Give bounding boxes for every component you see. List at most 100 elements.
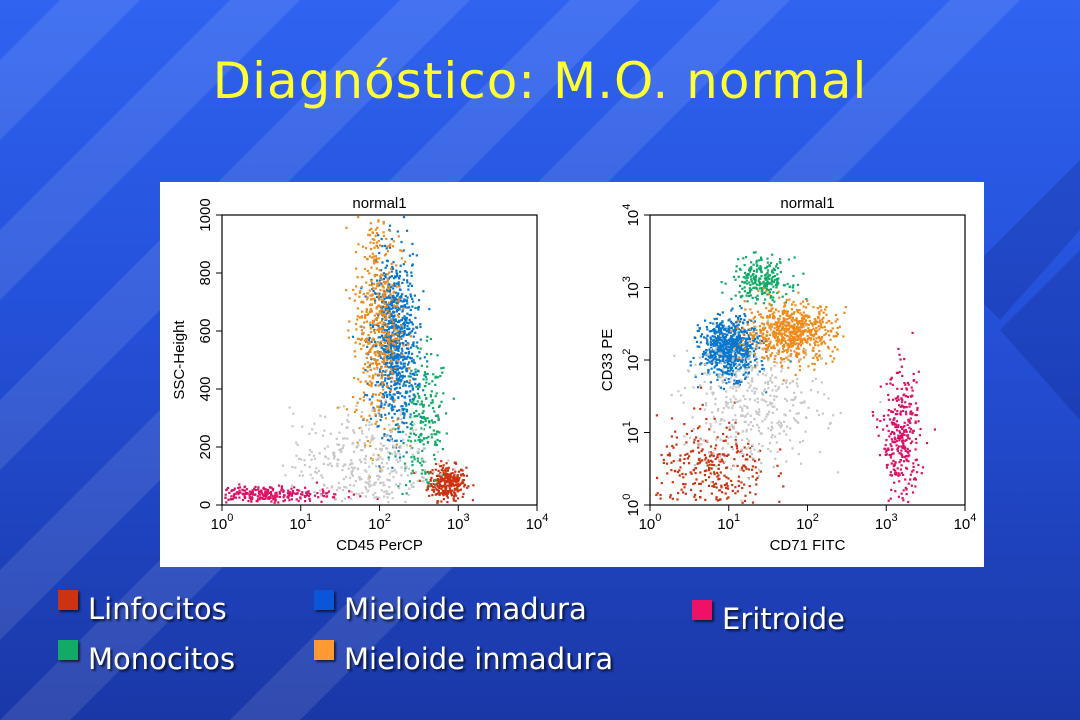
data-point — [397, 320, 400, 324]
data-point — [898, 430, 901, 433]
data-point — [356, 276, 359, 279]
data-point — [366, 361, 369, 364]
data-point — [280, 485, 284, 488]
data-point — [444, 482, 447, 485]
data-point — [382, 301, 385, 304]
data-point — [389, 397, 392, 400]
data-point — [413, 373, 416, 376]
data-point — [714, 457, 717, 461]
data-point — [737, 318, 740, 321]
data-point — [707, 484, 711, 487]
data-point — [889, 456, 892, 459]
data-point — [382, 374, 385, 377]
data-point — [722, 347, 725, 351]
data-point — [389, 288, 392, 291]
data-point — [745, 346, 748, 349]
data-point — [245, 488, 249, 491]
data-point — [763, 347, 766, 350]
data-point — [678, 458, 682, 461]
data-point — [358, 316, 361, 319]
data-point — [392, 315, 395, 318]
data-point — [360, 329, 363, 332]
data-point — [394, 423, 397, 426]
data-point — [707, 459, 710, 462]
data-point — [400, 324, 403, 327]
data-point — [907, 500, 910, 504]
data-point — [383, 427, 386, 430]
data-point — [769, 303, 772, 306]
data-point — [397, 365, 400, 368]
data-point — [295, 498, 298, 501]
data-point — [699, 482, 702, 485]
data-point — [370, 310, 373, 313]
data-point — [910, 386, 913, 389]
data-point — [747, 336, 751, 339]
data-point — [757, 279, 760, 282]
data-point — [415, 326, 418, 329]
data-point — [411, 373, 414, 376]
data-point — [770, 325, 773, 328]
data-point — [804, 329, 807, 332]
data-point — [341, 468, 344, 472]
data-point — [882, 428, 885, 431]
data-point — [737, 351, 741, 354]
data-point — [230, 495, 233, 498]
data-point — [403, 357, 406, 360]
data-point — [732, 356, 735, 359]
data-point — [408, 435, 411, 438]
data-point — [355, 492, 358, 495]
data-point — [371, 252, 374, 255]
data-point — [728, 340, 731, 343]
data-point — [412, 341, 415, 344]
data-point — [834, 335, 837, 338]
data-point — [366, 352, 369, 355]
data-point — [372, 255, 375, 258]
data-point — [812, 349, 815, 352]
data-point — [754, 277, 757, 280]
data-point — [395, 310, 398, 313]
data-point — [416, 355, 419, 358]
data-point — [744, 357, 747, 360]
data-point — [374, 481, 377, 484]
data-point — [897, 435, 900, 438]
data-point — [371, 294, 374, 297]
data-point — [459, 468, 463, 471]
data-point — [388, 224, 392, 227]
data-point — [744, 315, 747, 318]
data-point — [389, 276, 392, 279]
data-point — [725, 326, 728, 329]
data-point — [445, 480, 448, 483]
data-point — [374, 259, 378, 262]
data-point — [399, 264, 402, 267]
data-point — [389, 394, 392, 397]
data-point — [734, 356, 737, 360]
data-point — [728, 328, 731, 331]
data-point — [761, 420, 764, 423]
data-point — [395, 271, 398, 274]
data-point — [388, 439, 391, 442]
data-point — [409, 335, 412, 338]
data-point — [771, 405, 774, 408]
data-point — [405, 444, 408, 447]
data-point — [422, 389, 425, 392]
data-point — [735, 347, 738, 350]
data-point — [372, 287, 375, 290]
data-point — [872, 414, 875, 417]
data-point — [383, 344, 386, 347]
data-point — [371, 325, 375, 329]
data-point — [694, 493, 697, 496]
data-point — [400, 326, 403, 329]
data-point — [896, 425, 899, 428]
data-point — [369, 380, 372, 383]
data-point — [892, 421, 895, 424]
data-point — [326, 463, 329, 466]
data-point — [785, 334, 788, 337]
data-point — [433, 478, 436, 481]
data-point — [710, 492, 713, 495]
data-point — [714, 355, 717, 358]
data-point — [433, 443, 437, 446]
data-point — [802, 272, 805, 275]
data-point — [729, 337, 732, 340]
data-point — [901, 441, 904, 444]
data-point — [429, 337, 432, 341]
